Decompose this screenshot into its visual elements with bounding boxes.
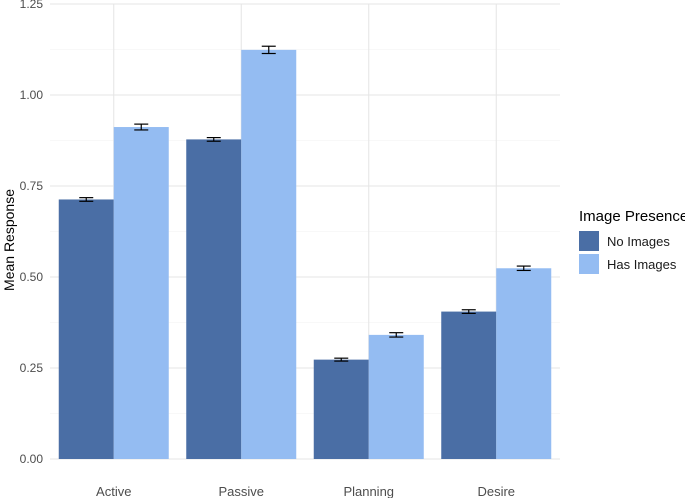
legend-title: Image Presence xyxy=(579,208,685,225)
x-tick-label: Planning xyxy=(343,484,394,498)
error-bar xyxy=(134,123,149,131)
y-axis-title: Mean Response xyxy=(1,189,17,291)
bar-has-images-passive xyxy=(241,49,297,459)
y-tick-label: 1.25 xyxy=(20,0,44,11)
error-bar xyxy=(334,357,349,362)
x-tick-label: Active xyxy=(96,484,131,498)
legend-label: Has Images xyxy=(607,257,677,272)
error-bar xyxy=(461,309,476,314)
bar-no-images-desire xyxy=(441,311,497,459)
bar-no-images-passive xyxy=(186,139,242,459)
y-tick-label: 0.75 xyxy=(20,179,44,193)
error-bar xyxy=(261,45,276,55)
bar-no-images-planning xyxy=(313,359,369,459)
error-bars xyxy=(79,45,531,362)
y-tick-label: 0.25 xyxy=(20,361,44,375)
legend-swatch xyxy=(579,254,599,274)
axes: 0.00 0.25 0.50 0.75 1.00 1.25 Active Passive Pla… xyxy=(20,0,515,499)
bar-has-images-active xyxy=(113,127,169,460)
error-bar xyxy=(516,265,531,272)
legend-swatch xyxy=(579,231,599,251)
y-tick-label: 1.00 xyxy=(20,88,44,102)
legend-label: No Images xyxy=(607,234,670,249)
legend: Image Presence No Images Has Images xyxy=(579,208,685,274)
x-tick-label: Desire xyxy=(477,484,515,498)
y-tick-label: 0.00 xyxy=(20,452,44,466)
bars xyxy=(58,49,552,460)
bar-has-images-planning xyxy=(368,334,424,459)
bar-no-images-active xyxy=(58,199,114,459)
y-tick-label: 0.50 xyxy=(20,270,44,284)
bar-has-images-desire xyxy=(496,268,552,459)
x-tick-label: Passive xyxy=(218,484,264,498)
error-bar xyxy=(389,332,404,338)
error-bar xyxy=(206,136,221,142)
error-bar xyxy=(79,197,94,202)
